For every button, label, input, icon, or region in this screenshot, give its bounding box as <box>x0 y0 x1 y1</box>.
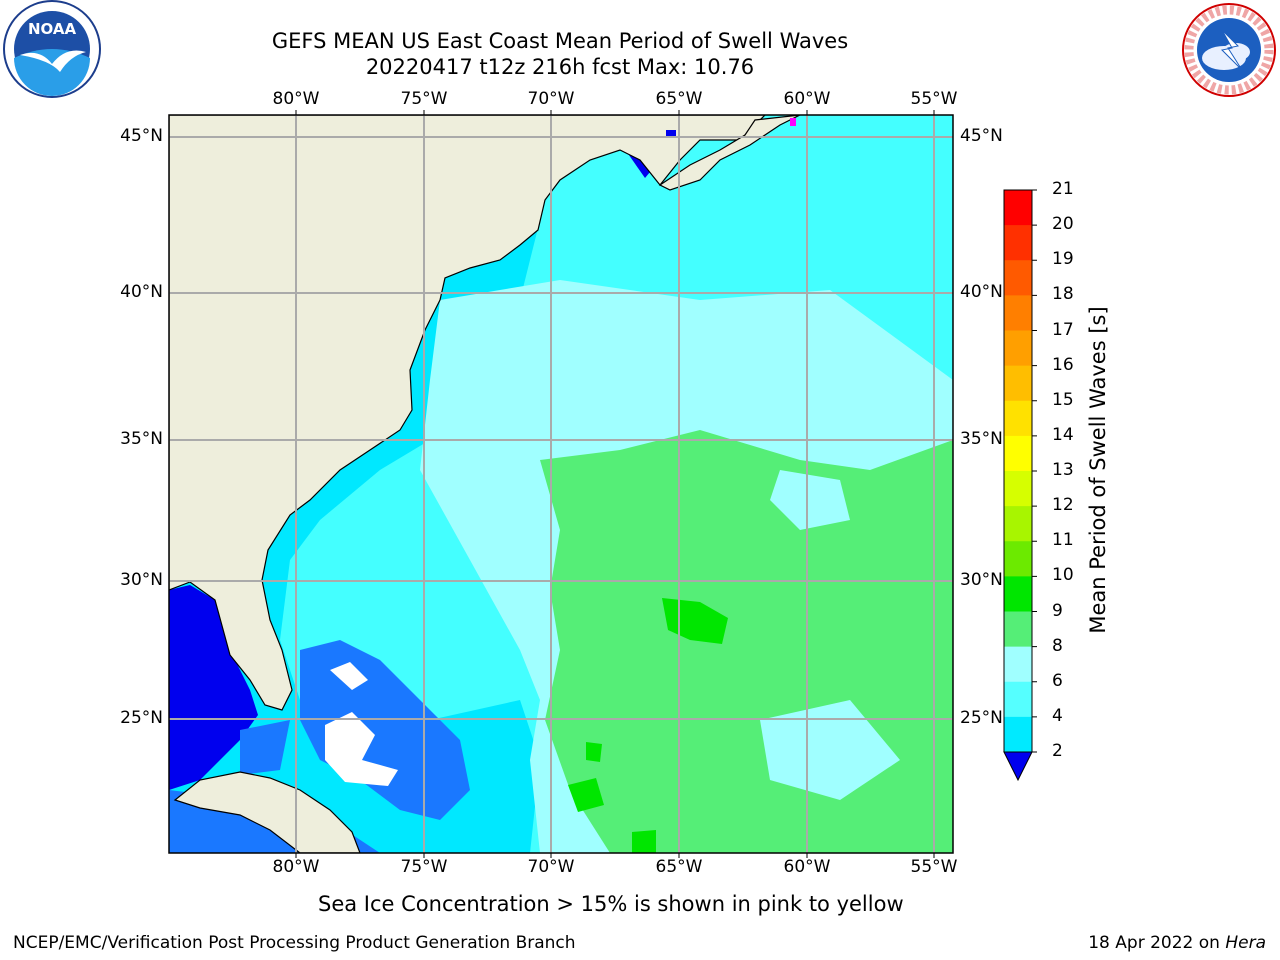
lon-label-top: 80°W <box>272 89 320 109</box>
colorbar-tick-label: 15 <box>1052 389 1074 410</box>
colorbar-tick-label: 13 <box>1052 460 1074 480</box>
colorbar-tick-label: 4 <box>1052 705 1063 726</box>
lat-label-left: 45°N <box>120 126 163 146</box>
colorbar-segment <box>1004 541 1032 577</box>
colorbar-segment <box>1004 716 1032 753</box>
map-frame <box>168 114 954 854</box>
contour-2-4-gulf <box>240 720 290 775</box>
colorbar-segment <box>1004 225 1032 261</box>
colorbar-extend-arrow <box>1003 751 1033 782</box>
colorbar-segment <box>1004 295 1032 331</box>
colorbar-segment <box>1004 681 1032 718</box>
lat-label-right: 30°N <box>960 570 1003 590</box>
colorbar-tick-label: 20 <box>1052 214 1074 235</box>
lat-label-left: 40°N <box>120 282 163 302</box>
lat-label-left: 25°N <box>120 708 163 728</box>
lon-label-bottom: 70°W <box>527 857 575 877</box>
lon-label-bottom: 75°W <box>400 857 448 877</box>
lon-label-top: 55°W <box>910 89 958 109</box>
run-date-text: 18 Apr 2022 on <box>1088 933 1226 953</box>
svg-text:NOAA: NOAA <box>28 20 77 38</box>
colorbar-segment <box>1004 471 1032 507</box>
sea-ice-note: Sea Ice Concentration > 15% is shown in … <box>318 892 904 916</box>
nws-logo <box>1182 3 1276 97</box>
colorbar-tick-label: 21 <box>1052 179 1074 199</box>
colorbar-title: Mean Period of Swell Waves [s] <box>1086 306 1110 634</box>
lon-label-top: 65°W <box>655 89 703 109</box>
host-name: Hera <box>1225 933 1266 953</box>
colorbar-tick-label: 8 <box>1052 635 1063 656</box>
contour-2-4-bahamas <box>300 640 470 820</box>
colorbar-segment <box>1004 365 1032 402</box>
lat-label-right: 35°N <box>960 429 1003 449</box>
land-north-america <box>169 115 766 711</box>
land-cuba <box>173 771 361 853</box>
lon-label-top: 70°W <box>527 89 575 109</box>
lat-label-left: 35°N <box>120 429 163 449</box>
noaa-logo: NOAA <box>3 0 101 98</box>
graticule <box>169 115 953 853</box>
colorbar-tick-label: 16 <box>1052 354 1074 375</box>
sea-ice-mark <box>790 118 796 126</box>
shelter-bahamas <box>325 712 398 786</box>
shelter-bahamas-2 <box>330 662 368 690</box>
credit-line: NCEP/EMC/Verification Post Processing Pr… <box>13 933 576 953</box>
map-subtitle: 20220417 t12z 216h fcst Max: 10.76 <box>365 55 755 79</box>
lon-label-top: 75°W <box>400 89 448 109</box>
lon-label-bottom: 55°W <box>910 857 958 877</box>
colorbar-tick-label: 18 <box>1052 284 1074 305</box>
colorbar-tick-label: 6 <box>1052 670 1063 691</box>
lat-label-left: 30°N <box>120 570 163 590</box>
lat-label-right: 25°N <box>960 708 1003 728</box>
colorbar-tick-label: 17 <box>1052 319 1074 340</box>
colorbar-tick-label: 12 <box>1052 495 1074 516</box>
colorbar-segment <box>1004 400 1032 437</box>
contour-10-11-b <box>568 778 604 812</box>
lon-label-bottom: 60°W <box>783 857 831 877</box>
map-title: GEFS MEAN US East Coast Mean Period of S… <box>271 29 849 53</box>
lon-label-bottom: 80°W <box>272 857 320 877</box>
colorbar-segment <box>1004 506 1032 542</box>
contour-0-2-gulf <box>169 585 258 790</box>
colorbar-segment <box>1004 190 1032 226</box>
colorbar-tick-label: 11 <box>1052 530 1074 551</box>
contour-9-10-patch2 <box>760 700 900 800</box>
lon-label-bottom: 65°W <box>655 857 703 877</box>
lat-label-right: 45°N <box>960 126 1003 146</box>
colorbar-segment <box>1004 330 1032 367</box>
colorbar-tick-label: 9 <box>1052 600 1063 621</box>
colorbar-segment <box>1004 576 1032 612</box>
run-date: 18 Apr 2022 on Hera <box>1088 933 1266 953</box>
colorbar-tick-label: 14 <box>1052 424 1074 445</box>
contour-9-10-patch <box>770 470 850 530</box>
contour-10-11-d <box>632 830 656 853</box>
sea-ice-mark-2 <box>666 130 676 136</box>
colorbar-tick-label: 10 <box>1052 565 1074 586</box>
lon-label-top: 60°W <box>783 89 831 109</box>
colorbar-tick-label: 19 <box>1052 249 1074 270</box>
colorbar-segment <box>1004 260 1032 296</box>
colorbar-segment <box>1004 646 1032 683</box>
colorbar-segment <box>1004 435 1032 472</box>
lat-label-right: 40°N <box>960 282 1003 302</box>
colorbar-segment <box>1004 611 1032 648</box>
colorbar-tick-label: 2 <box>1052 741 1063 761</box>
contour-10-11-c <box>586 742 602 762</box>
